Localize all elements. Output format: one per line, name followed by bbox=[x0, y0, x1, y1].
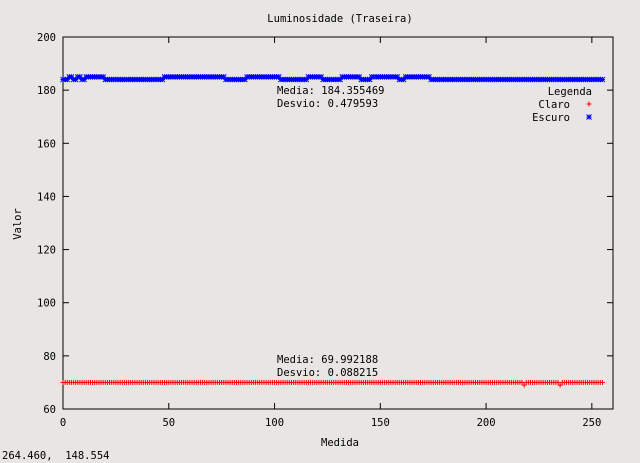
y-tick-label: 120 bbox=[37, 245, 56, 257]
x-tick-label: 150 bbox=[371, 417, 390, 429]
y-tick-label: 100 bbox=[37, 298, 56, 310]
data-point bbox=[599, 76, 606, 83]
stats-annotation: Media: 69.992188 bbox=[277, 354, 378, 366]
legend-label-claro: Claro bbox=[538, 99, 570, 111]
scatter-chart: Luminosidade (Traseira) Valor Medida 0 50… bbox=[12, 13, 614, 449]
data-point bbox=[557, 382, 563, 388]
x-tick-label: 200 bbox=[477, 417, 496, 429]
y-tick-label: 140 bbox=[37, 191, 56, 203]
x-tick-label: 50 bbox=[162, 417, 175, 429]
legend-label-escuro: Escuro bbox=[532, 112, 570, 124]
x-tick-label: 250 bbox=[582, 417, 601, 429]
stats-annotation: Desvio: 0.479593 bbox=[277, 98, 378, 110]
stats-annotation: Desvio: 0.088215 bbox=[277, 367, 378, 379]
y-tick-label: 80 bbox=[43, 351, 56, 363]
series-claro bbox=[60, 379, 605, 388]
data-point bbox=[521, 382, 527, 388]
data-point bbox=[519, 379, 525, 385]
legend-marker-escuro bbox=[586, 114, 592, 120]
plot-area bbox=[62, 36, 614, 410]
y-tick-label: 180 bbox=[37, 85, 56, 97]
stats-annotation: Media: 184.355469 bbox=[277, 85, 384, 97]
x-axis-label: Medida bbox=[321, 437, 359, 449]
legend: Legenda Claro Escuro bbox=[532, 86, 592, 124]
y-tick-label: 200 bbox=[37, 32, 56, 44]
legend-marker-claro bbox=[586, 101, 592, 107]
series-escuro bbox=[60, 74, 606, 83]
x-tick-label: 100 bbox=[265, 417, 284, 429]
data-point bbox=[599, 379, 605, 385]
legend-title: Legenda bbox=[548, 86, 592, 98]
axis-ticks: 0 50 100 150 200 250 60 80 100 120 140 160 180 200 bbox=[37, 32, 613, 429]
x-tick-label: 0 bbox=[60, 417, 66, 429]
y-tick-label: 160 bbox=[37, 138, 56, 150]
mouse-coordinates-readout: 264.460, 148.554 bbox=[2, 450, 110, 462]
chart-title: Luminosidade (Traseira) bbox=[267, 13, 412, 25]
data-point bbox=[555, 379, 561, 385]
y-axis-label: Valor bbox=[12, 208, 24, 240]
data-series bbox=[60, 74, 606, 388]
y-tick-label: 60 bbox=[43, 404, 56, 416]
